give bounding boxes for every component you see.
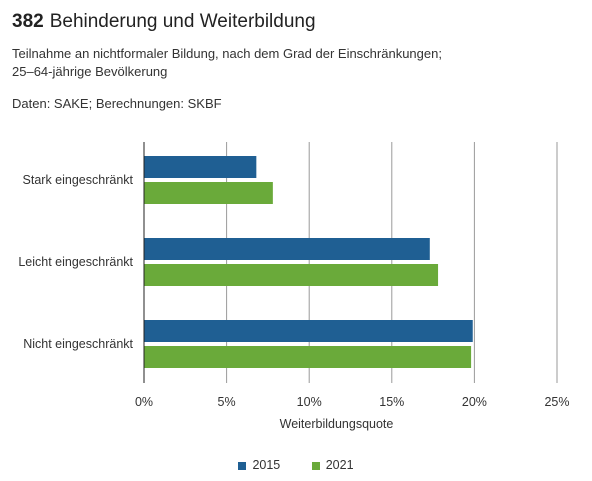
category-label-nicht-eingeschränkt: Nicht eingeschränkt <box>23 337 133 351</box>
x-tick-label-0: 0% <box>135 395 153 409</box>
chart-number: 382 <box>12 11 44 32</box>
chart-subtitle-line-2: 25–64-jährige Bevölkerung <box>12 64 168 79</box>
chart-title-text: Behinderung und Weiterbildung <box>49 11 316 32</box>
bar-nicht-eingeschränkt-2021 <box>144 346 472 368</box>
legend-item-2015: 2015 <box>238 458 280 472</box>
legend-label-2021: 2021 <box>325 458 354 472</box>
legend-label-2015: 2015 <box>252 458 281 472</box>
x-tick-label-20: 20% <box>462 395 487 409</box>
legend-item-2021: 2021 <box>311 458 354 472</box>
x-tick-label-5: 5% <box>218 395 236 409</box>
data-source-note: Daten: SAKE; Berechnungen: SKBF <box>12 96 222 111</box>
bar-stark-eingeschränkt-2021 <box>144 182 273 204</box>
chart-legend: 2015 2021 <box>0 458 592 472</box>
category-label-leicht-eingeschränkt: Leicht eingeschränkt <box>18 255 133 269</box>
x-tick-label-25: 25% <box>544 395 569 409</box>
chart-title: 382 Behinderung und Weiterbildung <box>12 9 580 35</box>
category-label-stark-eingeschränkt: Stark eingeschränkt <box>23 173 134 187</box>
bar-leicht-eingeschränkt-2015 <box>144 238 430 260</box>
bar-nicht-eingeschränkt-2015 <box>144 320 473 342</box>
legend-swatch-2021 <box>311 461 320 470</box>
bar-stark-eingeschränkt-2015 <box>144 156 257 178</box>
bar-leicht-eingeschränkt-2021 <box>144 264 439 286</box>
x-axis-title: Weiterbildungsquote <box>280 417 394 431</box>
x-tick-label-15: 15% <box>379 395 404 409</box>
x-tick-label-10: 10% <box>297 395 322 409</box>
chart-subtitle-line-1: Teilnahme an nichtformaler Bildung, nach… <box>12 46 442 61</box>
chart-header: 382 Behinderung und Weiterbildung Teilnah… <box>12 9 580 113</box>
chart-subtitle: Teilnahme an nichtformaler Bildung, nach… <box>12 45 580 81</box>
legend-swatch-2015 <box>238 461 247 470</box>
